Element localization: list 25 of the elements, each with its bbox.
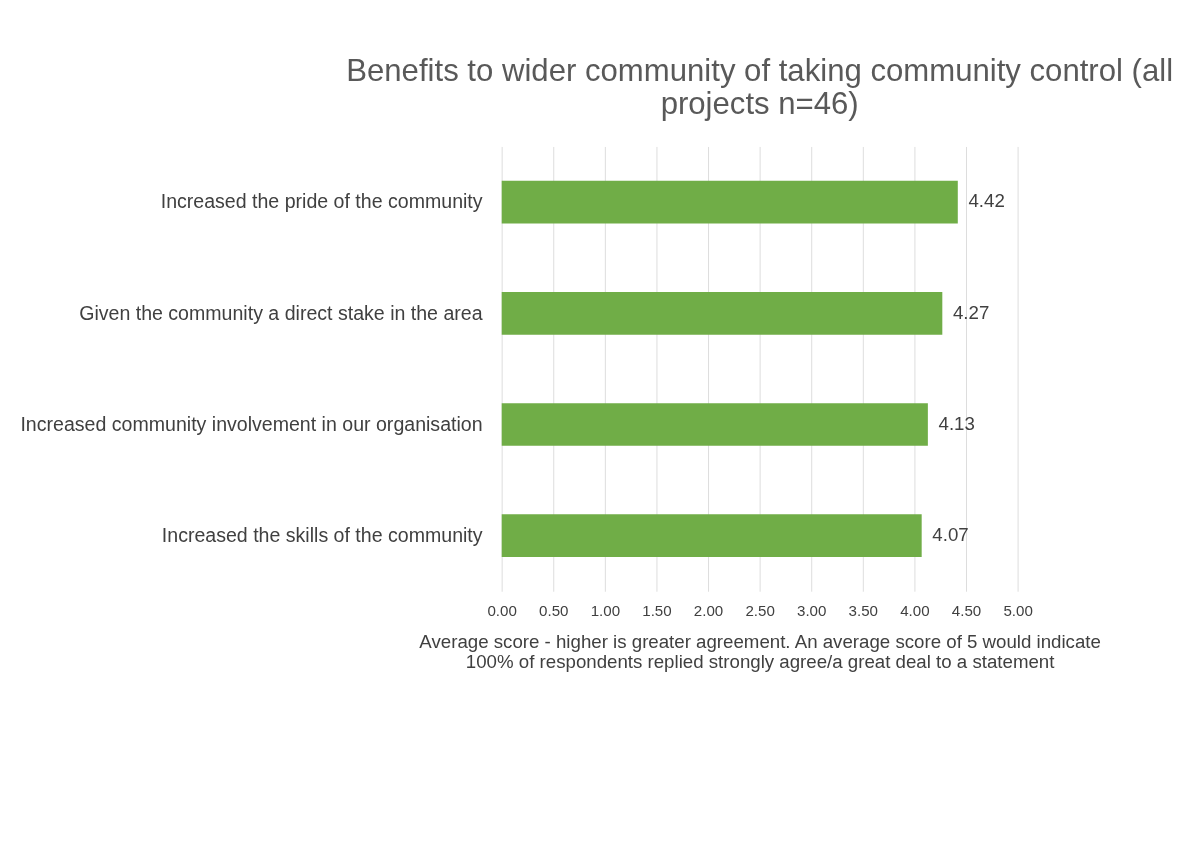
y-tick-label: Given the community a direct stake in the area <box>79 301 483 324</box>
x-tick-label: 4.50 <box>951 601 982 619</box>
x-tick-label: 5.00 <box>1003 601 1033 619</box>
x-axis-title: Average score - higher is greater agreement. An average score of 5 would indicate 100% of respondents replied strongly agree/a great deal to a statement <box>419 630 1101 673</box>
x-tick-label: 3.00 <box>797 601 827 619</box>
bar <box>501 403 928 446</box>
x-tick-label: 2.00 <box>693 601 724 619</box>
data-label: 4.27 <box>952 301 990 323</box>
x-tick-label: 1.50 <box>642 601 672 619</box>
y-tick-label: Increased community involvement in our organisation <box>20 412 483 435</box>
data-label: 4.42 <box>968 190 1005 212</box>
x-tick-label: 1.00 <box>590 601 621 619</box>
bar <box>501 291 943 335</box>
x-tick-label: 0.50 <box>539 601 569 619</box>
bar <box>501 180 958 224</box>
x-tick-label: 3.50 <box>848 601 879 619</box>
bar <box>501 514 922 558</box>
x-tick-label: 0.00 <box>487 601 517 619</box>
chart-title: Benefits to wider community of taking community control (all projects n=46) <box>346 52 1174 121</box>
data-label: 4.13 <box>938 412 975 434</box>
x-tick-label: 2.50 <box>745 601 775 619</box>
data-label: 4.07 <box>932 524 969 546</box>
y-tick-label: Increased the skills of the community <box>161 523 483 546</box>
y-tick-label: Increased the pride of the community <box>160 190 483 213</box>
x-tick-label: 4.00 <box>900 601 930 619</box>
